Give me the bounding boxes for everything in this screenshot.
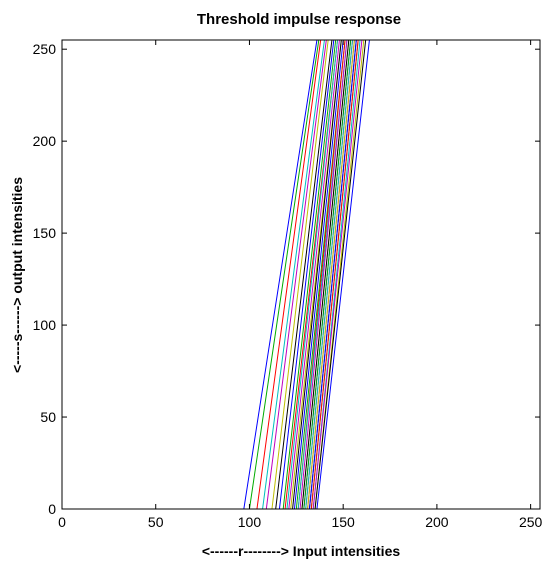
series-line-21 [62, 40, 540, 509]
series-line-33 [62, 40, 540, 509]
series-line-5 [62, 40, 540, 509]
y-tick-label-1: 50 [40, 409, 56, 425]
series-line-31 [62, 40, 540, 509]
series-line-6 [62, 40, 540, 509]
series-line-29 [62, 40, 540, 509]
series-line-35 [62, 40, 540, 509]
x-tick-label-3: 150 [331, 514, 355, 530]
series-line-12 [62, 40, 540, 509]
series-line-16 [62, 40, 540, 509]
series-line-19 [62, 40, 540, 509]
series-line-23 [62, 40, 540, 509]
series-line-9 [62, 40, 540, 509]
series-line-11 [62, 40, 540, 509]
series-line-15 [62, 40, 540, 509]
series-line-25 [62, 40, 540, 509]
y-tick-label-3: 150 [33, 225, 57, 241]
series-line-36 [62, 40, 540, 509]
series-lines [62, 40, 540, 509]
x-axis-label: <------r--------> Input intensities [202, 543, 401, 559]
series-line-14 [62, 40, 540, 509]
y-axis-label: <-----s------> output intensities [9, 177, 25, 373]
x-tick-label-0: 0 [58, 514, 66, 530]
y-tick-label-4: 200 [33, 133, 57, 149]
y-tick-label-0: 0 [48, 501, 56, 517]
series-line-17 [62, 40, 540, 509]
axis-ticks: 0 50 100 150 200 250 0 50 100 150 200 250 [33, 40, 543, 530]
series-line-1 [62, 40, 540, 509]
x-tick-label-4: 200 [425, 514, 449, 530]
plot-frame [61, 39, 541, 510]
series-line-34 [62, 40, 540, 509]
series-line-3 [62, 40, 540, 509]
x-tick-label-5: 250 [519, 514, 543, 530]
y-tick-label-2: 100 [33, 317, 57, 333]
series-line-8 [62, 40, 540, 509]
x-tick-label-1: 50 [148, 514, 164, 530]
series-line-18 [62, 40, 540, 509]
series-line-13 [62, 40, 540, 509]
chart-title: Threshold impulse response [197, 11, 401, 28]
series-line-27 [62, 40, 540, 509]
y-tick-label-5: 250 [33, 41, 57, 57]
series-line-4 [62, 40, 540, 509]
series-line-10 [62, 40, 540, 509]
series-line-2 [62, 40, 540, 509]
plot-area [62, 40, 540, 509]
series-line-32 [62, 40, 540, 509]
x-tick-label-2: 100 [238, 514, 262, 530]
series-line-7 [62, 40, 540, 509]
